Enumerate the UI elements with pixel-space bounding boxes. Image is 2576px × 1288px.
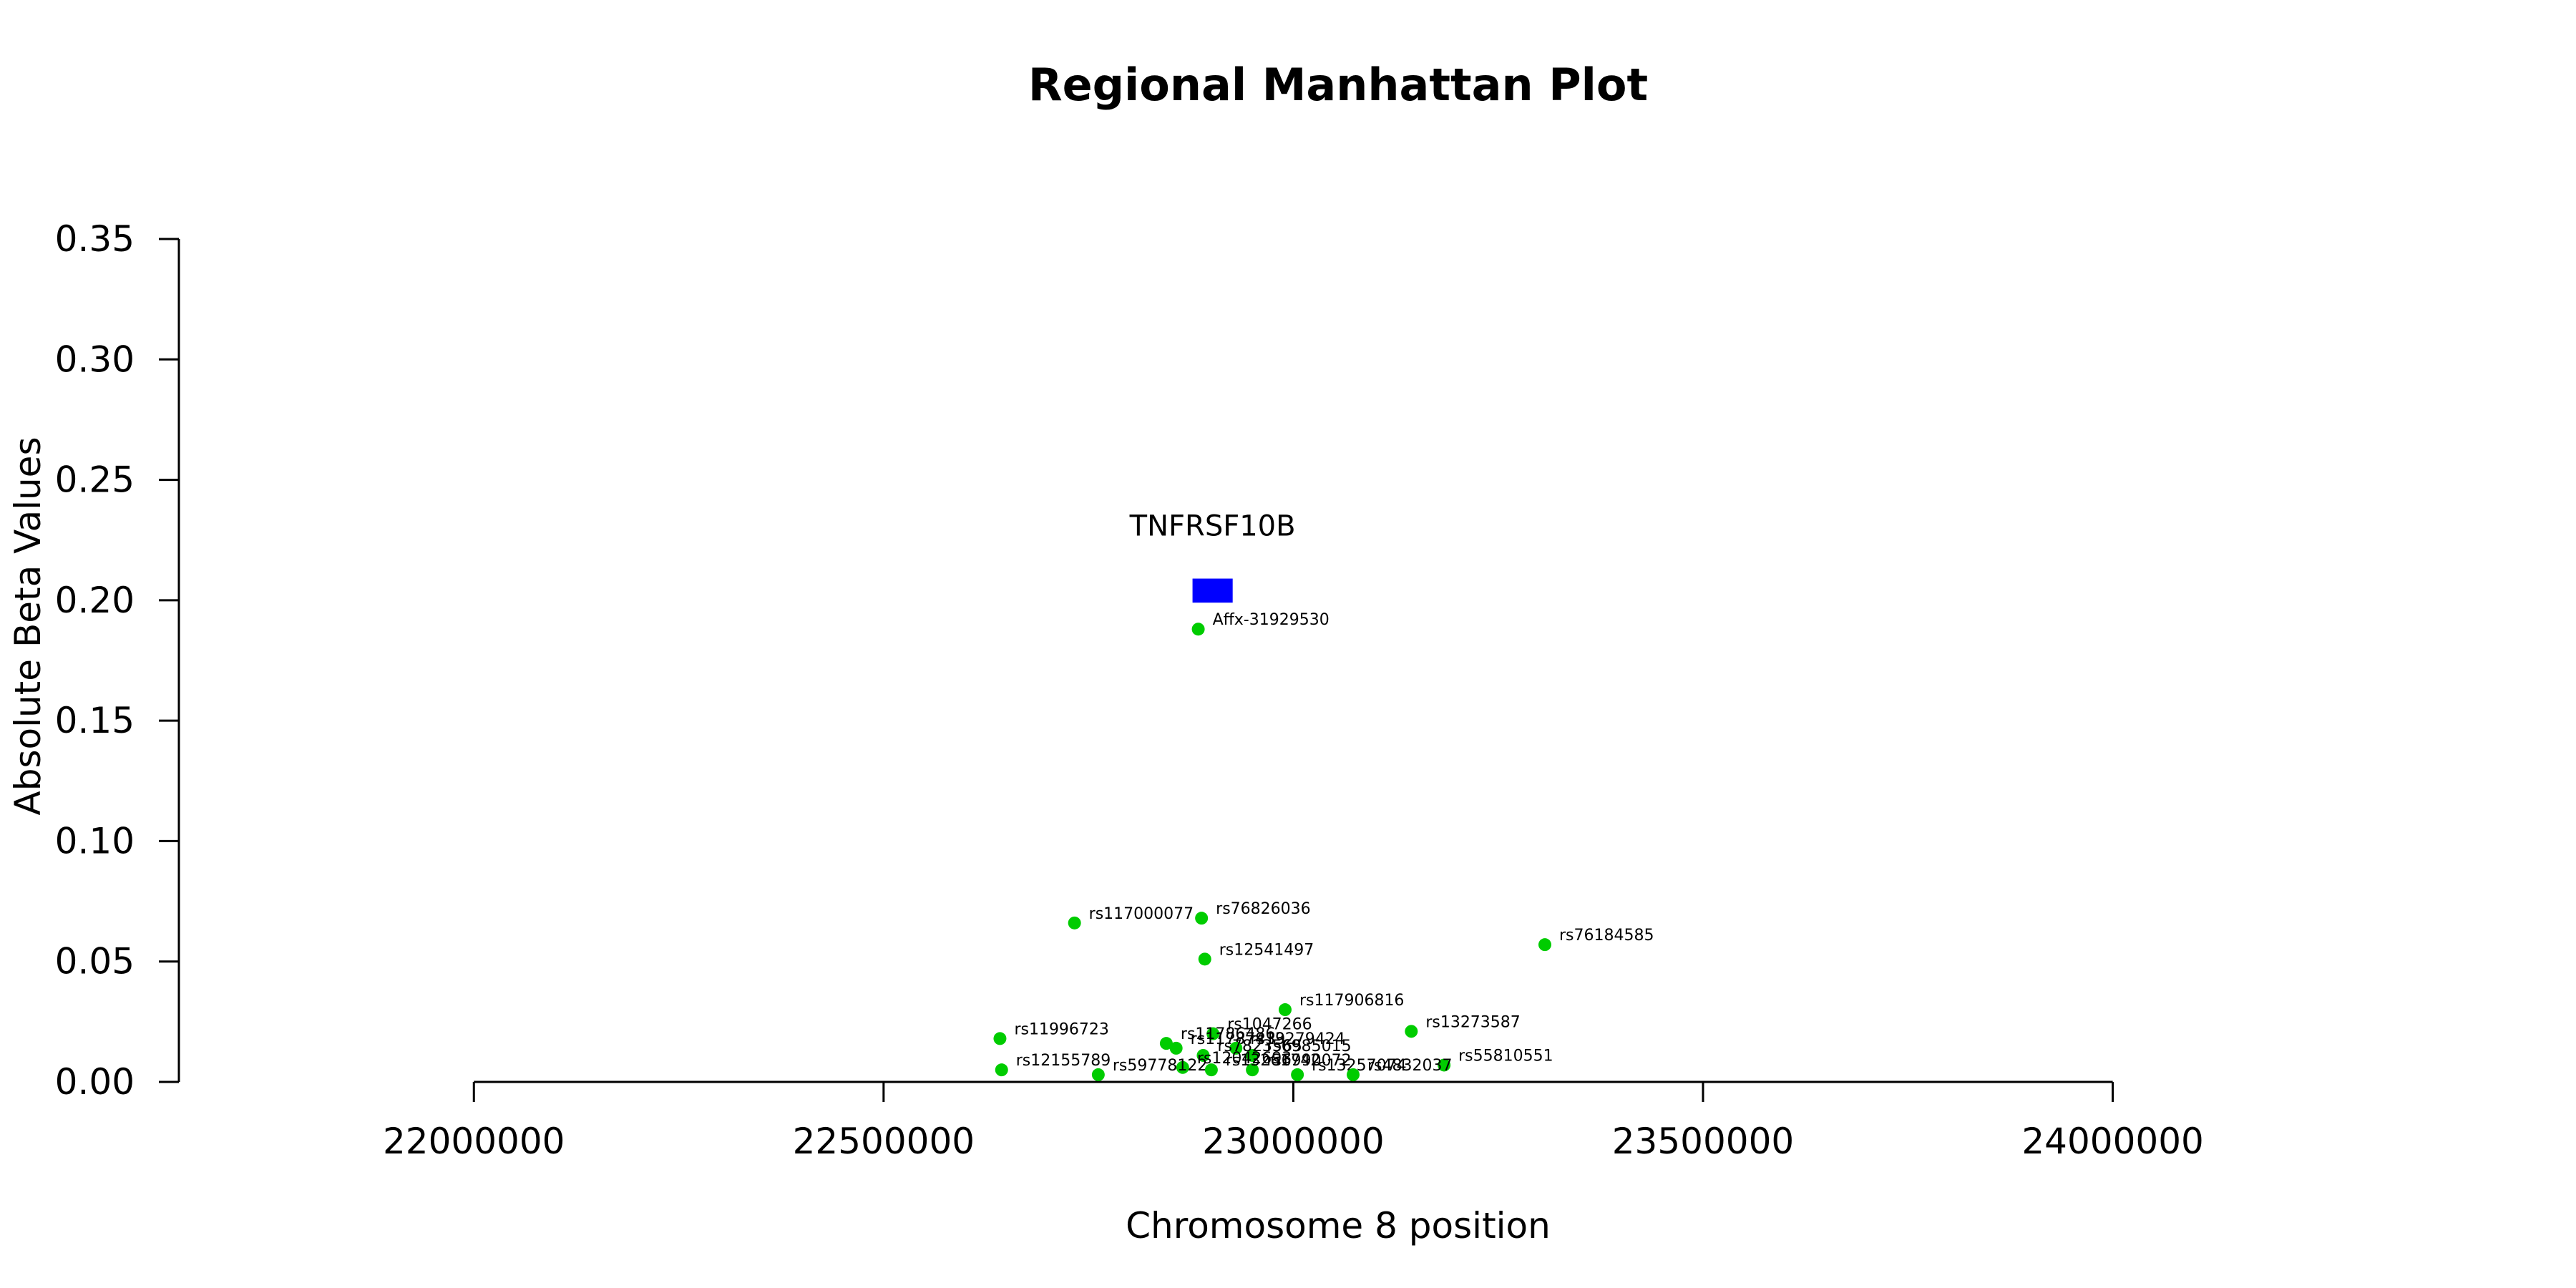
y-tick-label: 0.10 bbox=[55, 820, 135, 862]
snp-point bbox=[1347, 1068, 1360, 1081]
snp-label: rs13279424 bbox=[1250, 1030, 1345, 1048]
y-tick-label: 0.25 bbox=[55, 459, 135, 501]
snp-label: rs11786486 bbox=[1181, 1025, 1275, 1043]
y-axis-label: Absolute Beta Values bbox=[7, 437, 49, 816]
snp-label: rs55810551 bbox=[1458, 1047, 1553, 1065]
snp-label: rs11996723 bbox=[1014, 1020, 1108, 1038]
snp-point bbox=[1169, 1041, 1183, 1055]
snp-label: rs12155789 bbox=[1016, 1052, 1111, 1070]
snp-point bbox=[1196, 1048, 1210, 1062]
snp-point bbox=[995, 1063, 1008, 1077]
snp-label: rs1047266 bbox=[1227, 1016, 1312, 1034]
snp-label: rs13261742 bbox=[1226, 1052, 1320, 1070]
snp-label: rs117906816 bbox=[1299, 992, 1404, 1010]
snp-point bbox=[1438, 1058, 1451, 1072]
snp-point bbox=[1176, 1060, 1189, 1074]
snp-point bbox=[1204, 1063, 1218, 1077]
x-tick-label: 23000000 bbox=[1202, 1121, 1385, 1162]
snp-point bbox=[1246, 1048, 1259, 1062]
snp-point bbox=[1538, 938, 1551, 952]
snp-point bbox=[1159, 1037, 1173, 1050]
snp-point bbox=[1229, 1041, 1243, 1055]
snp-point bbox=[1206, 1027, 1220, 1040]
snp-label: rs76184585 bbox=[1559, 927, 1654, 945]
snp-label: rs13257074 bbox=[1312, 1057, 1406, 1075]
x-tick-label: 24000000 bbox=[2021, 1121, 2204, 1162]
snp-label: rs6990072 bbox=[1267, 1052, 1352, 1070]
snp-point bbox=[993, 1032, 1007, 1045]
snp-label: Affx-31929530 bbox=[1213, 611, 1330, 629]
x-axis-label: Chromosome 8 position bbox=[1126, 1205, 1551, 1246]
snp-label: rs12541497 bbox=[1219, 941, 1314, 959]
gene-label: TNFRSF10B bbox=[1129, 510, 1296, 543]
snp-point bbox=[1191, 623, 1205, 636]
y-tick-label: 0.20 bbox=[55, 580, 135, 621]
snp-label: rs76826036 bbox=[1216, 900, 1310, 918]
gene-rect bbox=[1192, 578, 1233, 603]
snp-point bbox=[1195, 912, 1209, 925]
chart-title: Regional Manhattan Plot bbox=[1028, 59, 1648, 111]
snp-point bbox=[1278, 1003, 1292, 1017]
snp-point bbox=[1405, 1025, 1418, 1038]
snp-point bbox=[1068, 916, 1081, 930]
snp-label: rs59778122 bbox=[1113, 1057, 1207, 1075]
y-tick-label: 0.35 bbox=[55, 218, 135, 260]
snp-point bbox=[1091, 1068, 1105, 1081]
snp-points: Affx-31929530 rs117000077 rs76826036 rs1254… bbox=[993, 611, 1654, 1081]
snp-point bbox=[1198, 952, 1211, 966]
y-tick-label: 0.15 bbox=[55, 700, 135, 741]
x-tick-label: 22500000 bbox=[793, 1121, 975, 1162]
snp-point bbox=[1291, 1068, 1304, 1081]
snp-label: rs7823565 bbox=[1217, 1038, 1302, 1055]
snp-label: rs13273587 bbox=[1425, 1013, 1520, 1031]
gene-track: TNFRSF10B bbox=[1129, 510, 1296, 603]
x-tick-label: 22000000 bbox=[383, 1121, 565, 1162]
y-tick-label: 0.05 bbox=[55, 941, 135, 982]
y-tick-label: 0.00 bbox=[55, 1061, 135, 1103]
snp-point bbox=[1246, 1063, 1259, 1077]
x-tick-label: 23500000 bbox=[1612, 1121, 1795, 1162]
y-tick-label: 0.30 bbox=[55, 338, 135, 380]
snp-label: rs6985015 bbox=[1267, 1038, 1352, 1055]
axes: 0.00 0.05 0.10 0.15 0.20 0.25 0.30 0.35 22000000… bbox=[55, 218, 2204, 1162]
snp-label: rs4832037 bbox=[1367, 1057, 1453, 1075]
snp-label: rs117000077 bbox=[1089, 905, 1194, 923]
